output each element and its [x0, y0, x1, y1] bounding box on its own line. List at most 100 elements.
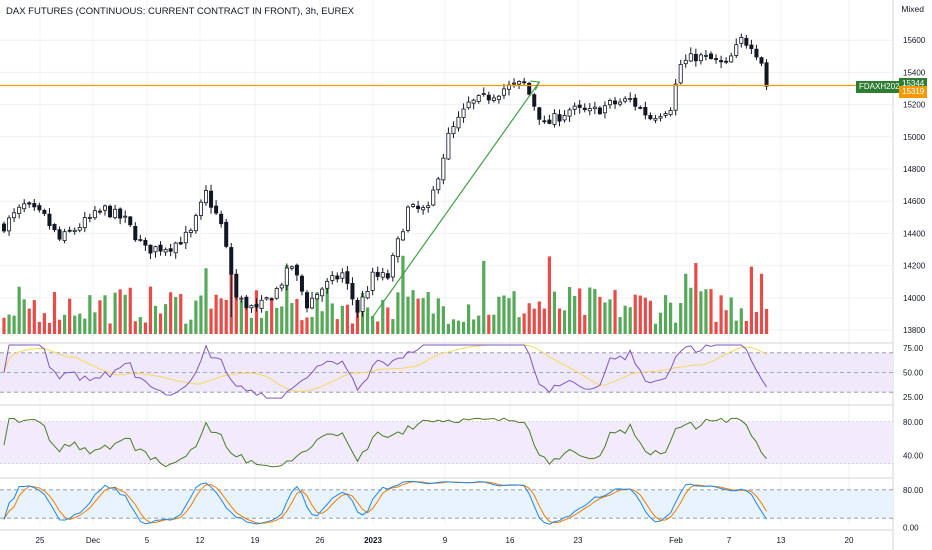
- candle-body: [47, 213, 52, 227]
- volume-bar: [340, 305, 344, 334]
- candle: [289, 265, 294, 271]
- candle-body: [325, 280, 330, 289]
- candle-body: [491, 97, 496, 101]
- candle: [547, 114, 552, 125]
- candle-body: [244, 297, 249, 308]
- scale-mode-label[interactable]: Mixed: [901, 4, 924, 14]
- volume-bar: [164, 304, 168, 334]
- volume-bar: [275, 307, 279, 334]
- candle: [714, 54, 719, 64]
- candle-body: [527, 82, 532, 95]
- candle: [481, 87, 486, 97]
- candle: [198, 199, 203, 220]
- candle: [587, 102, 592, 116]
- volume-bar: [764, 308, 769, 334]
- time-axis-label: 12: [196, 536, 205, 545]
- candle-body: [663, 113, 668, 116]
- candle-body: [643, 107, 648, 116]
- candle-body: [143, 239, 148, 246]
- candle: [744, 34, 749, 49]
- candle: [648, 112, 653, 121]
- candle: [527, 82, 532, 96]
- candle: [749, 39, 754, 55]
- price-axis-label: 14600: [903, 197, 926, 206]
- candle-body: [345, 271, 350, 284]
- volume-bar: [709, 289, 713, 334]
- candle-body: [537, 107, 542, 120]
- candle-body: [92, 210, 97, 219]
- time-axis-label: 7: [727, 536, 732, 545]
- rsi-axis-label: 75.00: [903, 344, 924, 353]
- price-axis-label: 14400: [903, 229, 926, 238]
- candle-body: [183, 231, 188, 244]
- volume-bar: [184, 323, 188, 334]
- volume-bar: [366, 307, 370, 334]
- candle: [602, 101, 607, 119]
- candle-body: [572, 105, 577, 110]
- candle-body: [360, 296, 365, 312]
- symbol-tag: FDAXH2023: [856, 81, 907, 93]
- volume-bar: [391, 319, 395, 334]
- candle-body: [466, 101, 471, 109]
- volume-bar: [522, 313, 526, 334]
- stochastic-axis-label: 0.00: [903, 524, 919, 533]
- volume-bar: [421, 298, 425, 334]
- time-axis-label: 20: [845, 536, 854, 545]
- candle-body: [274, 288, 279, 299]
- candle-body: [340, 272, 345, 279]
- candle-body: [547, 119, 552, 124]
- candle: [542, 115, 547, 124]
- candle: [259, 295, 264, 313]
- candle-body: [749, 44, 754, 49]
- volume-bar: [265, 310, 269, 334]
- candle: [370, 267, 375, 296]
- candle-body: [214, 205, 219, 214]
- candle-body: [471, 99, 476, 104]
- candle-body: [703, 54, 708, 57]
- candle: [436, 176, 441, 194]
- volume-bar: [401, 255, 405, 334]
- volume-bar: [416, 298, 420, 334]
- candle-body: [613, 100, 618, 105]
- volume-bar: [254, 290, 259, 334]
- candle: [522, 77, 527, 86]
- candle: [108, 204, 113, 219]
- candle-body: [249, 305, 254, 309]
- volume-bar: [598, 296, 602, 334]
- candle-body: [22, 203, 27, 210]
- candle-body: [633, 97, 638, 107]
- candle: [683, 54, 688, 68]
- candle: [562, 110, 567, 123]
- chart-title: DAX FUTURES (CONTINUOUS: CURRENT CONTRAC…: [6, 6, 355, 17]
- candle: [304, 290, 309, 313]
- candle: [501, 83, 506, 99]
- candle: [335, 272, 340, 283]
- volume-bar: [638, 295, 642, 334]
- candle-body: [673, 83, 678, 111]
- volume-bar: [108, 323, 112, 334]
- candle: [173, 241, 178, 259]
- candle-body: [683, 59, 688, 65]
- volume-bar: [143, 322, 147, 334]
- volume-bar: [118, 289, 122, 334]
- candle-body: [557, 114, 562, 122]
- candle: [128, 216, 133, 228]
- candle-body: [239, 297, 244, 300]
- volume-bar: [179, 293, 183, 334]
- volume-bar: [239, 300, 243, 334]
- volume-bar: [527, 303, 531, 334]
- candle-body: [133, 226, 138, 241]
- candle: [729, 52, 734, 63]
- candle: [380, 267, 385, 281]
- candle-body: [476, 95, 481, 102]
- candle: [234, 269, 239, 300]
- candle: [567, 107, 572, 122]
- candle-body: [608, 100, 613, 106]
- stochastic-k-line: [3, 480, 767, 525]
- candle-body: [138, 239, 143, 241]
- price-axis-label: 14800: [903, 165, 926, 174]
- candle-body: [764, 62, 769, 87]
- volume-bar: [310, 316, 314, 334]
- volume-bar: [27, 308, 31, 334]
